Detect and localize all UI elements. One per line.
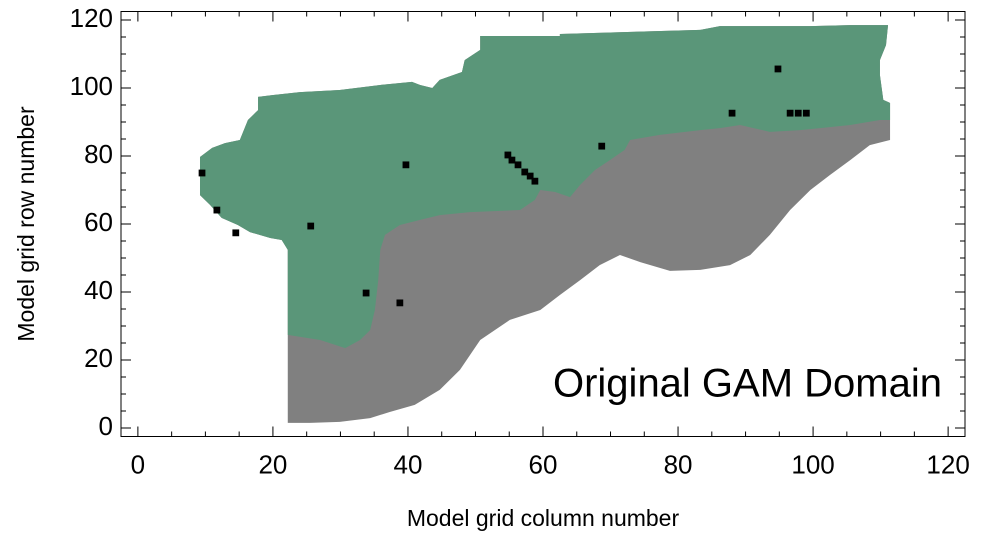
x-tick-label: 80 (664, 449, 693, 479)
plot-area (198, 25, 891, 423)
cell (504, 151, 512, 159)
cell (728, 109, 736, 117)
x-tick-label: 120 (926, 449, 969, 479)
x-tick-label: 0 (131, 449, 145, 479)
cell (526, 172, 534, 180)
cell (786, 109, 794, 117)
y-tick-label: 40 (84, 275, 113, 305)
cell (232, 229, 240, 237)
cell (521, 168, 529, 176)
cell (794, 109, 802, 117)
x-tick-label: 100 (791, 449, 834, 479)
y-axis-label: Model grid row number (13, 106, 39, 342)
cell (213, 206, 221, 214)
y-tick-label: 80 (84, 139, 113, 169)
cell (396, 299, 404, 307)
cell (362, 289, 370, 297)
cell (531, 177, 539, 185)
cell (508, 156, 516, 164)
y-tick-label: 60 (84, 207, 113, 237)
y-tick-label: 120 (70, 3, 113, 33)
x-tick-label: 60 (529, 449, 558, 479)
cell (802, 109, 810, 117)
cell (774, 65, 782, 73)
x-tick-label: 20 (258, 449, 287, 479)
x-axis-label: Model grid column number (407, 505, 680, 531)
y-tick-label: 20 (84, 343, 113, 373)
cell (598, 142, 606, 150)
region (199, 25, 891, 349)
cell (198, 169, 206, 177)
cell (402, 161, 410, 169)
y-tick-label: 0 (99, 411, 113, 441)
y-tick-label: 100 (70, 71, 113, 101)
cell (307, 222, 315, 230)
cell (514, 161, 522, 169)
annotation: Original GAM Domain (553, 362, 942, 406)
x-tick-label: 40 (393, 449, 422, 479)
